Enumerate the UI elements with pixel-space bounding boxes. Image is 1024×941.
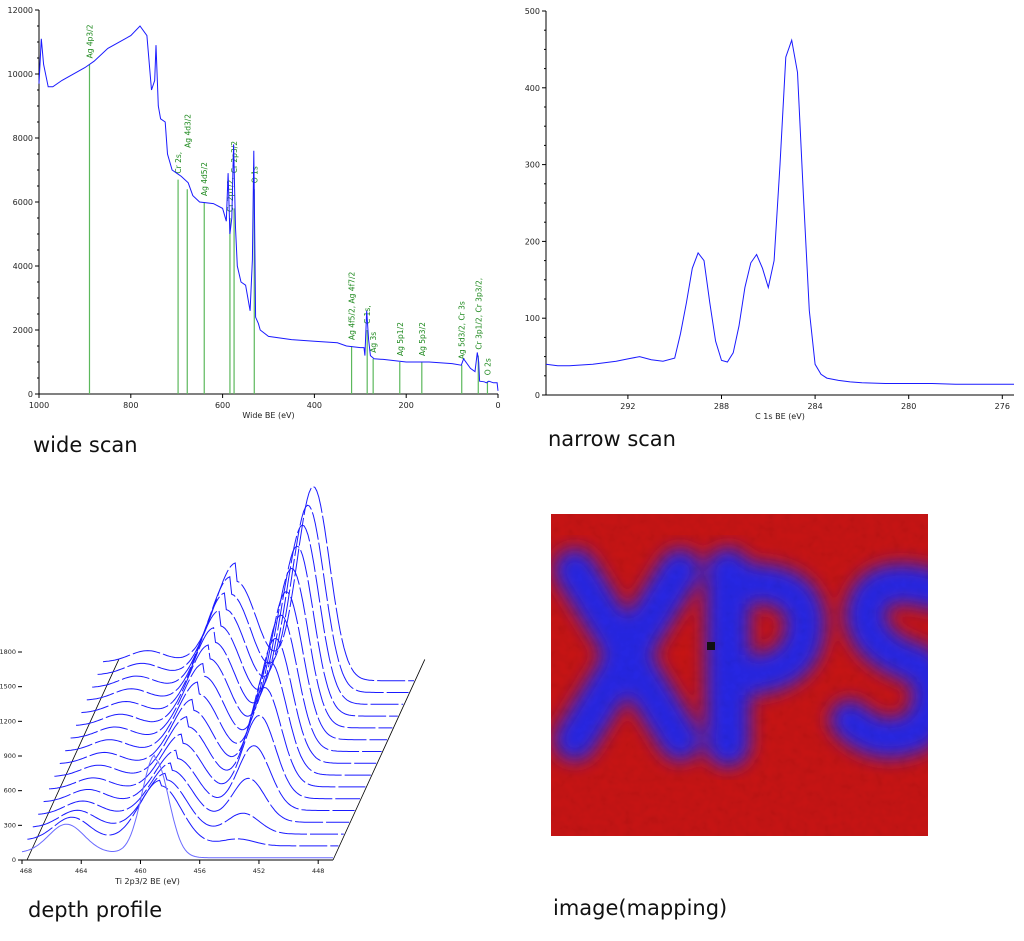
wide-y-tick-label: 2000	[13, 326, 33, 335]
wide-y-tick-label: 6000	[13, 198, 33, 207]
peak-label: Cr 2p1/2,	[226, 177, 235, 212]
depth-x-tick-label: 456	[194, 867, 206, 875]
peak-label: Ag 4f5/2, Ag 4f7/2	[348, 271, 357, 340]
depth-x-tick-label: 448	[312, 867, 324, 875]
depth-spectrum-layer	[27, 779, 339, 847]
map-marker	[707, 642, 715, 650]
wide-x-tick-label: 1000	[29, 401, 49, 410]
narrow-x-tick-label: 276	[995, 402, 1010, 411]
depth-spectrum-layer	[102, 485, 414, 682]
depth-spectrum-layer	[43, 745, 355, 811]
narrow-scan-chart: 0 100 200 300 400 500 292 288 284 280 276 C 1s BE (…	[525, 7, 1014, 421]
wide-y-tick-label: 8000	[13, 134, 33, 143]
narrow-x-axis-label: C 1s BE (eV)	[755, 412, 805, 421]
depth-y-tick-label: 900	[4, 752, 16, 760]
depth-axis-left	[26, 659, 120, 861]
depth-spectrum-layer	[92, 524, 404, 705]
depth-spectrum-layer	[86, 545, 398, 717]
depth-spectrum-layer	[59, 661, 371, 776]
wide-x-axis-label: Wide BE (eV)	[242, 411, 294, 420]
peak-label: Cr 3p1/2, Cr 3p3/2,	[474, 278, 483, 350]
depth-y-tick-label: 600	[4, 787, 16, 795]
depth-spectrum-layer	[48, 714, 360, 800]
narrow-x-tick-label: 288	[714, 402, 729, 411]
depth-spectrum-layer	[21, 754, 333, 859]
depth-spectrum-layer	[32, 772, 344, 835]
caption-wide-scan: wide scan	[33, 433, 138, 457]
narrow-scan-spectrum	[545, 38, 1014, 385]
depth-y-tick-label: 0	[12, 856, 16, 864]
wide-y-tick-label: 4000	[13, 262, 33, 271]
depth-spectrum-layer	[75, 591, 387, 741]
wide-x-tick-label: 800	[123, 401, 138, 410]
depth-x-tick-label: 468	[20, 867, 32, 875]
narrow-x-tick-label: 284	[807, 402, 822, 411]
map-noise	[551, 514, 928, 836]
depth-x-tick-label: 460	[134, 867, 146, 875]
depth-y-tick-label: 1500	[0, 683, 16, 691]
wide-x-tick-label: 600	[215, 401, 230, 410]
peak-label: Ag 3s	[369, 332, 378, 353]
depth-x-axis-label: Ti 2p3/2 BE (eV)	[114, 877, 180, 886]
peak-label: Ag 4p3/2	[85, 24, 94, 58]
wide-y-tick-label: 0	[28, 390, 33, 399]
peak-label: Ag 4d5/2	[200, 162, 209, 196]
depth-spectrum-layer	[54, 686, 366, 788]
depth-spectrum-layer	[38, 762, 350, 823]
peak-label: Ag 5p3/2	[418, 322, 427, 356]
wide-y-tick-label: 12000	[8, 6, 33, 15]
wide-scan-spectrum	[38, 25, 499, 391]
depth-y-tick-label: 300	[4, 821, 16, 829]
caption-depth-profile: depth profile	[28, 898, 163, 922]
wide-x-tick-label: 400	[307, 401, 322, 410]
narrow-y-tick-label: 0	[535, 391, 540, 400]
peak-label: Cr 2p3/2	[230, 141, 239, 174]
narrow-y-tick-label: 300	[525, 161, 540, 170]
depth-x-tick-label: 464	[75, 867, 87, 875]
depth-x-tick-label: 452	[253, 867, 265, 875]
peak-label: C 1s,	[363, 305, 372, 324]
caption-mapping: image(mapping)	[553, 896, 728, 920]
mapping-image	[551, 514, 928, 836]
narrow-x-tick-label: 280	[901, 402, 916, 411]
depth-spectrum-layer	[81, 567, 393, 729]
narrow-y-tick-label: 100	[525, 314, 540, 323]
narrow-y-tick-label: 400	[525, 84, 540, 93]
caption-narrow-scan: narrow scan	[548, 427, 676, 451]
depth-spectrum-layer	[97, 504, 409, 693]
depth-spectrum-layer	[70, 614, 382, 752]
depth-y-tick-label: 1800	[0, 648, 16, 656]
wide-x-tick-label: 0	[495, 401, 500, 410]
narrow-y-tick-label: 500	[525, 7, 540, 16]
depth-spectrum-layer	[65, 637, 377, 764]
depth-profile-chart: 0 300 600 900 1200 1500 1800 468 464 460 456 452 448…	[0, 485, 426, 886]
depth-axis-right	[332, 659, 426, 861]
peak-label: O 1s	[250, 166, 259, 183]
peak-label: Ag 5d3/2, Cr 3s	[458, 301, 467, 359]
peak-label: O 2s	[483, 358, 492, 375]
wide-x-tick-label: 200	[399, 401, 414, 410]
peak-label: Cr 2s,	[174, 152, 183, 174]
narrow-x-tick-label: 292	[620, 402, 635, 411]
narrow-y-tick-label: 200	[525, 237, 540, 246]
wide-y-tick-label: 10000	[8, 70, 33, 79]
depth-y-tick-label: 1200	[0, 717, 16, 725]
peak-label: Ag 4d3/2	[183, 114, 192, 148]
peak-label: Ag 5p1/2	[396, 322, 405, 356]
